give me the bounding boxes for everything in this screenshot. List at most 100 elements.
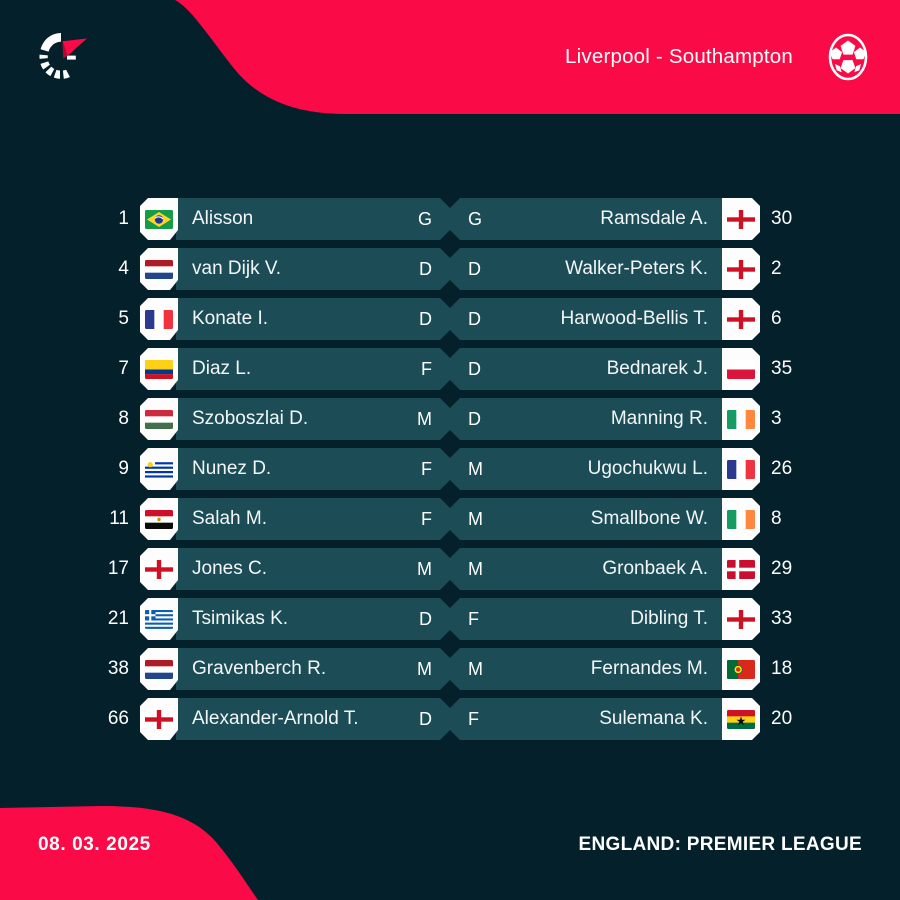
away-player-entry[interactable]: F Sulemana K. 20 (450, 698, 900, 740)
flag-en-icon (727, 310, 755, 329)
football-icon (828, 33, 868, 81)
lineup-row: 66 Alexander-Arnold T. D F Sulemana K. 20 (0, 698, 900, 748)
away-player-pill[interactable]: F Sulemana K. (450, 698, 724, 740)
home-flag-badge (140, 398, 178, 440)
away-player-entry[interactable]: M Fernandes M. 18 (450, 648, 900, 690)
home-flag-badge (140, 298, 178, 340)
lineup-row: 8 Szoboszlai D. M D Manning R. 3 (0, 398, 900, 448)
away-player-entry[interactable]: D Walker-Peters K. 2 (450, 248, 900, 290)
away-player-entry[interactable]: G Ramsdale A. 30 (450, 198, 900, 240)
away-player-pill[interactable]: G Ramsdale A. (450, 198, 724, 240)
away-player-pill[interactable]: D Manning R. (450, 398, 724, 440)
home-player-pill[interactable]: Diaz L. F (176, 348, 450, 390)
home-player-pill[interactable]: Alisson G (176, 198, 450, 240)
away-player-entry[interactable]: D Harwood-Bellis T. 6 (450, 298, 900, 340)
away-player-pill[interactable]: D Walker-Peters K. (450, 248, 724, 290)
away-flag-badge (722, 598, 760, 640)
away-player-name: Dibling T. (630, 608, 708, 629)
home-player-entry[interactable]: 21 Tsimikas K. D (0, 598, 450, 640)
home-player-name: van Dijk V. (192, 258, 282, 279)
flag-en-icon (727, 210, 755, 229)
away-player-pill[interactable]: M Fernandes M. (450, 648, 724, 690)
home-flag-badge (140, 348, 178, 390)
away-player-position: F (468, 708, 479, 729)
away-player-pill[interactable]: M Smallbone W. (450, 498, 724, 540)
lineup-row: 17 Jones C. M M Gronbaek A. 29 (0, 548, 900, 598)
home-flag-badge (140, 198, 178, 240)
home-player-pill[interactable]: Jones C. M (176, 548, 450, 590)
away-player-position: M (468, 508, 483, 529)
flag-hu-icon (145, 410, 173, 429)
home-player-entry[interactable]: 17 Jones C. M (0, 548, 450, 590)
home-shirt-number: 9 (118, 458, 129, 479)
flashscore-logo-icon (39, 33, 87, 79)
home-player-entry[interactable]: 8 Szoboszlai D. M (0, 398, 450, 440)
away-player-pill[interactable]: M Gronbaek A. (450, 548, 724, 590)
home-player-pill[interactable]: Szoboszlai D. M (176, 398, 450, 440)
home-flag-badge (140, 698, 178, 740)
home-player-name: Alisson (192, 208, 254, 229)
flag-br-icon (145, 210, 173, 229)
away-flag-badge (722, 698, 760, 740)
away-player-name: Ramsdale A. (600, 208, 708, 229)
home-shirt-number: 7 (118, 358, 129, 379)
home-shirt-number: 8 (118, 408, 129, 429)
home-player-position: M (417, 408, 432, 429)
header: Liverpool - Southampton (0, 0, 900, 114)
away-player-entry[interactable]: D Bednarek J. 35 (450, 348, 900, 390)
away-player-pill[interactable]: D Harwood-Bellis T. (450, 298, 724, 340)
home-player-pill[interactable]: Alexander-Arnold T. D (176, 698, 450, 740)
away-player-position: M (468, 658, 483, 679)
away-shirt-number: 26 (771, 458, 793, 479)
home-player-pill[interactable]: van Dijk V. D (176, 248, 450, 290)
away-shirt-number: 6 (771, 308, 782, 329)
flag-fr-icon (145, 310, 173, 329)
away-flag-badge (722, 198, 760, 240)
away-player-entry[interactable]: M Ugochukwu L. 26 (450, 448, 900, 490)
away-player-pill[interactable]: D Bednarek J. (450, 348, 724, 390)
away-flag-badge (722, 398, 760, 440)
home-shirt-number: 66 (107, 708, 129, 729)
header-background-shape (0, 0, 900, 114)
away-player-entry[interactable]: M Gronbaek A. 29 (450, 548, 900, 590)
away-player-entry[interactable]: M Smallbone W. 8 (450, 498, 900, 540)
home-player-name: Szoboszlai D. (192, 408, 309, 429)
away-player-position: G (468, 208, 483, 229)
home-player-pill[interactable]: Tsimikas K. D (176, 598, 450, 640)
home-player-name: Jones C. (192, 558, 267, 579)
flag-gr-icon (145, 610, 173, 629)
away-player-pill[interactable]: F Dibling T. (450, 598, 724, 640)
home-player-entry[interactable]: 5 Konate I. D (0, 298, 450, 340)
home-player-entry[interactable]: 38 Gravenberch R. M (0, 648, 450, 690)
away-shirt-number: 8 (771, 508, 782, 529)
flag-nl-icon (145, 260, 173, 279)
home-shirt-number: 38 (107, 658, 129, 679)
away-player-name: Smallbone W. (590, 508, 708, 529)
home-player-entry[interactable]: 11 Salah M. F (0, 498, 450, 540)
home-player-entry[interactable]: 9 Nunez D. F (0, 448, 450, 490)
away-player-pill[interactable]: M Ugochukwu L. (450, 448, 724, 490)
home-player-entry[interactable]: 1 Alisson G (0, 198, 450, 240)
home-player-pill[interactable]: Nunez D. F (176, 448, 450, 490)
home-player-entry[interactable]: 66 Alexander-Arnold T. D (0, 698, 450, 740)
away-player-entry[interactable]: D Manning R. 3 (450, 398, 900, 440)
home-player-position: F (421, 508, 432, 529)
home-player-pill[interactable]: Konate I. D (176, 298, 450, 340)
home-player-position: D (419, 258, 432, 279)
home-flag-badge (140, 248, 178, 290)
home-player-entry[interactable]: 7 Diaz L. F (0, 348, 450, 390)
away-player-entry[interactable]: F Dibling T. 33 (450, 598, 900, 640)
home-player-pill[interactable]: Gravenberch R. M (176, 648, 450, 690)
lineup-row: 4 van Dijk V. D D Walker-Peters K. 2 (0, 248, 900, 298)
away-flag-badge (722, 648, 760, 690)
away-flag-badge (722, 448, 760, 490)
home-player-pill[interactable]: Salah M. F (176, 498, 450, 540)
away-shirt-number: 29 (771, 558, 793, 579)
home-player-entry[interactable]: 4 van Dijk V. D (0, 248, 450, 290)
away-player-name: Walker-Peters K. (565, 258, 708, 279)
home-player-name: Tsimikas K. (192, 608, 289, 629)
away-player-position: D (468, 308, 481, 329)
home-player-position: M (417, 658, 432, 679)
away-player-name: Gronbaek A. (602, 558, 708, 579)
home-player-position: M (417, 558, 432, 579)
